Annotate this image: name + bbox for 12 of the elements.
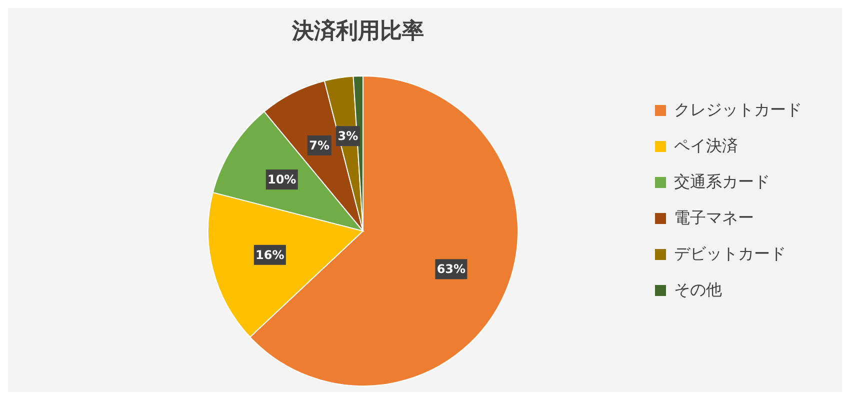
- chart-title: 決済利用比率: [290, 18, 425, 46]
- legend-label: 交通系カード: [674, 171, 770, 193]
- legend-label: その他: [674, 279, 722, 301]
- data-label: 7%: [309, 138, 330, 152]
- data-label: 16%: [256, 248, 284, 262]
- data-label: 63%: [436, 262, 466, 276]
- data-label: 10%: [267, 172, 296, 187]
- legend-label: ペイ決済: [674, 135, 738, 157]
- legend-label: クレジットカード: [674, 99, 802, 121]
- legend-label: デビットカード: [674, 243, 786, 265]
- data-label: 3%: [338, 129, 358, 144]
- legend-label: 電子マネー: [674, 207, 754, 229]
